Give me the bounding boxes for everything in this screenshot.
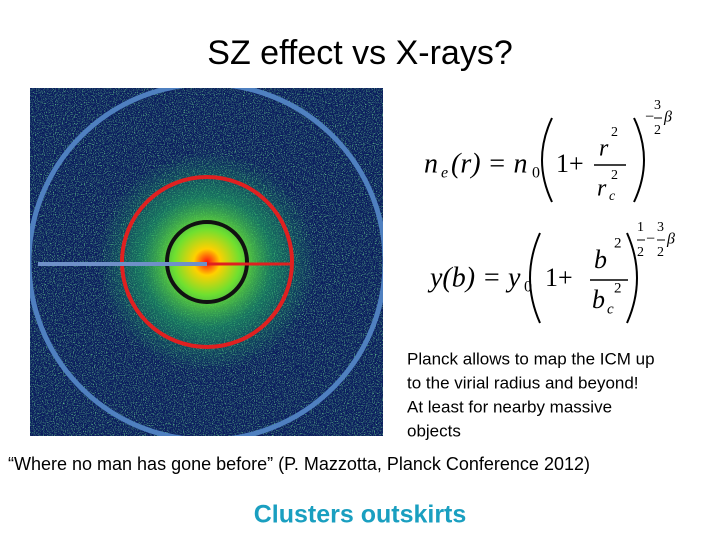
equation-token: b xyxy=(594,245,607,274)
equation-token: 1+ xyxy=(545,263,573,292)
equation-token: b xyxy=(592,285,605,314)
paren xyxy=(541,117,553,203)
equation-token: 2 xyxy=(614,280,622,296)
equation-token: y(b) = y xyxy=(427,262,521,293)
equation-token: 2 xyxy=(614,235,622,251)
equation-token: r xyxy=(599,136,609,162)
paren xyxy=(626,232,638,324)
equation-token: n xyxy=(424,148,438,179)
equation-token: 2 xyxy=(611,168,618,183)
equation-token: 3 xyxy=(654,98,661,113)
equation-token: 2 xyxy=(637,245,644,260)
note-line: objects xyxy=(407,421,461,440)
equation-token: − xyxy=(645,109,654,126)
paren xyxy=(529,232,541,324)
equation-token: e xyxy=(441,165,448,182)
footer: Clusters outskirts xyxy=(254,501,467,529)
note-line: At least for nearby massive xyxy=(407,397,612,416)
quote: “Where no man has gone before” (P. Mazzo… xyxy=(8,454,590,474)
equation-token: c xyxy=(607,301,614,317)
equation-token: 2 xyxy=(657,245,664,260)
equation-token: β xyxy=(663,109,672,126)
equation-token: − xyxy=(646,231,655,248)
equation-token: 2 xyxy=(654,123,661,138)
equation-token: r xyxy=(597,176,607,202)
equation-token: (r) = n xyxy=(451,148,527,179)
paren xyxy=(633,117,645,203)
note: Planck allows to map the ICM up to the vi… xyxy=(407,349,655,440)
equation-token: β xyxy=(666,231,675,248)
equation-token: 0 xyxy=(524,279,532,296)
note-line: Planck allows to map the ICM up xyxy=(407,349,655,368)
equation-token: 3 xyxy=(657,220,664,235)
equation-token: 1 xyxy=(637,220,644,235)
equation-token: 2 xyxy=(611,125,618,140)
xray-image xyxy=(30,88,383,436)
equation-token: 0 xyxy=(532,165,540,182)
note-line: to the virial radius and beyond! xyxy=(407,373,639,392)
slide-title: SZ effect vs X-rays? xyxy=(207,34,512,72)
equation-token: 1+ xyxy=(556,149,584,178)
equation-token: c xyxy=(609,189,616,204)
